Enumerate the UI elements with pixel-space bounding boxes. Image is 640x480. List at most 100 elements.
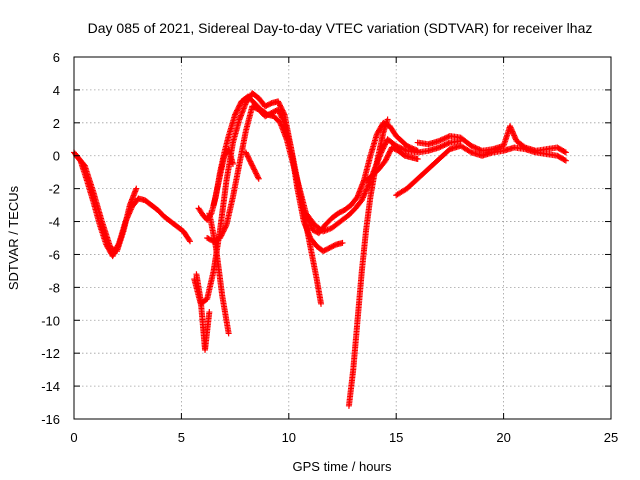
data-point bbox=[217, 235, 224, 241]
y-tick-label: -2 bbox=[48, 182, 60, 197]
data-point bbox=[380, 144, 387, 151]
data-point bbox=[186, 237, 193, 244]
y-tick-labels: -16 -14 -12 -10 -8 -6 -4 -2 0 2 4 6 bbox=[41, 50, 60, 427]
data-point bbox=[254, 173, 261, 180]
y-tick-label: 6 bbox=[53, 50, 60, 65]
data-point bbox=[245, 154, 252, 161]
data-point bbox=[250, 165, 257, 172]
y-tick-label: -14 bbox=[41, 379, 60, 394]
series-track-b bbox=[73, 152, 140, 255]
data-point bbox=[385, 152, 392, 159]
series-track-i bbox=[242, 149, 262, 182]
data-point bbox=[562, 149, 569, 156]
data-point bbox=[219, 229, 226, 236]
series-track-g bbox=[206, 210, 232, 337]
data-point bbox=[244, 152, 251, 159]
data-point bbox=[436, 144, 443, 151]
data-point bbox=[220, 227, 227, 234]
data-point bbox=[247, 159, 254, 166]
chart-title: Day 085 of 2021, Sidereal Day-to-day VTE… bbox=[88, 20, 593, 36]
series-track-h bbox=[210, 146, 236, 209]
data-point bbox=[234, 107, 241, 114]
data-point bbox=[442, 134, 449, 141]
x-tick-label: 0 bbox=[70, 430, 77, 445]
series-track-m bbox=[393, 142, 569, 199]
data-point bbox=[386, 148, 393, 155]
data-point bbox=[437, 137, 444, 144]
data-point bbox=[399, 145, 406, 152]
y-tick-label: -16 bbox=[41, 412, 60, 427]
data-point bbox=[438, 136, 445, 143]
data-point bbox=[275, 98, 282, 105]
y-tick-label: -8 bbox=[48, 280, 60, 295]
x-tick-label: 5 bbox=[178, 430, 185, 445]
data-point bbox=[218, 231, 225, 238]
data-point bbox=[437, 143, 444, 150]
y-tick-label: -4 bbox=[48, 215, 60, 230]
data-point bbox=[339, 239, 346, 246]
series-track-e bbox=[193, 271, 213, 353]
data-point bbox=[468, 142, 475, 149]
x-tick-label: 20 bbox=[496, 430, 510, 445]
data-point bbox=[279, 115, 286, 122]
data-point bbox=[237, 101, 244, 108]
data-point bbox=[384, 153, 391, 160]
data-point bbox=[384, 116, 391, 123]
data-point bbox=[275, 107, 282, 114]
data-point bbox=[222, 223, 229, 230]
x-tick-label: 15 bbox=[389, 430, 403, 445]
data-point bbox=[218, 232, 225, 239]
axis-ticks bbox=[73, 56, 612, 420]
data-point bbox=[442, 141, 449, 148]
data-point bbox=[277, 111, 284, 118]
y-tick-label: -6 bbox=[48, 247, 60, 262]
data-point bbox=[246, 157, 253, 164]
data-point bbox=[562, 157, 569, 164]
data-point bbox=[440, 136, 447, 143]
x-tick-label: 25 bbox=[604, 430, 618, 445]
data-point bbox=[280, 118, 287, 125]
data-point bbox=[246, 156, 253, 163]
data-point bbox=[383, 155, 390, 162]
data-point bbox=[444, 140, 451, 147]
data-point bbox=[247, 158, 254, 165]
y-axis-label: SDTVAR / TECUs bbox=[6, 185, 21, 290]
data-point bbox=[275, 99, 282, 106]
data-points bbox=[71, 90, 569, 409]
data-point bbox=[441, 142, 448, 149]
series-track-f bbox=[204, 103, 325, 307]
data-point bbox=[385, 151, 392, 158]
plot-frame bbox=[73, 56, 612, 420]
x-axis-label: GPS time / hours bbox=[293, 459, 392, 474]
data-point bbox=[235, 103, 242, 110]
data-point bbox=[561, 156, 568, 163]
data-point bbox=[444, 134, 451, 141]
data-point bbox=[248, 161, 255, 168]
data-point bbox=[467, 148, 474, 155]
data-point bbox=[225, 330, 232, 337]
data-point bbox=[249, 162, 256, 169]
y-tick-label: -10 bbox=[41, 313, 60, 328]
data-point bbox=[133, 185, 140, 192]
data-point bbox=[386, 149, 393, 156]
data-point bbox=[253, 171, 260, 178]
data-point bbox=[475, 145, 482, 152]
data-point bbox=[382, 157, 389, 164]
series-track-l bbox=[363, 144, 421, 184]
data-point bbox=[402, 147, 409, 154]
data-point bbox=[436, 137, 443, 144]
series-track-n bbox=[414, 123, 569, 156]
y-tick-label: 0 bbox=[53, 149, 60, 164]
data-point bbox=[251, 167, 258, 174]
data-point bbox=[229, 160, 236, 167]
data-point bbox=[186, 238, 193, 245]
data-point bbox=[278, 113, 285, 120]
data-point bbox=[236, 102, 243, 109]
data-point bbox=[275, 106, 282, 113]
grid-lines bbox=[74, 57, 611, 419]
data-point bbox=[318, 300, 325, 307]
data-point bbox=[206, 309, 213, 316]
data-point bbox=[220, 228, 227, 235]
data-point bbox=[445, 140, 452, 147]
